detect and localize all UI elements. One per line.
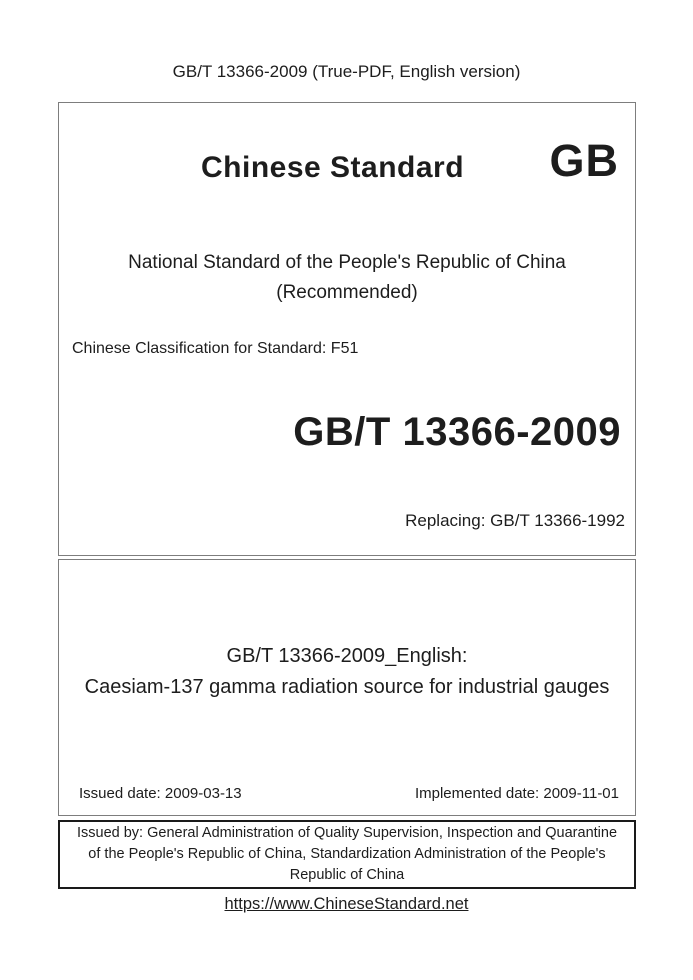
english-title-line1: GB/T 13366-2009_English: <box>226 645 468 667</box>
issuer-text: Issued by: General Administration of Qua… <box>76 825 618 883</box>
issued-date: Issued date: 2009-03-13 <box>79 785 242 802</box>
page-header-title: GB/T 13366-2009 (True-PDF, English versi… <box>172 62 521 81</box>
english-title-line2: Caesiam-137 gamma radiation source for i… <box>84 676 610 698</box>
national-standard-line2: (Recommended) <box>276 282 418 303</box>
brand-title: Chinese Standard <box>201 151 465 184</box>
implemented-date: Implemented date: 2009-11-01 <box>414 785 619 802</box>
english-title-block: GB/T 13366-2009_English: Caesiam-137 gam… <box>59 641 635 703</box>
cover-box: Chinese Standard GB National Standard of… <box>58 102 636 556</box>
dates-row: Issued date: 2009-03-13 Implemented date… <box>79 785 619 802</box>
footer: https://www.ChineseStandard.net <box>0 895 693 914</box>
standard-number: GB/T 13366-2009 <box>293 410 621 454</box>
national-standard-line1: National Standard of the People's Republ… <box>128 252 566 273</box>
gb-logo: GB <box>549 135 619 186</box>
issuer-box: Issued by: General Administration of Qua… <box>58 820 636 889</box>
replacing-text: Replacing: GB/T 13366-1992 <box>405 511 625 530</box>
footer-link[interactable]: https://www.ChineseStandard.net <box>224 895 469 913</box>
title-box: GB/T 13366-2009_English: Caesiam-137 gam… <box>58 559 636 816</box>
classification-text: Chinese Classification for Standard: F51 <box>72 340 359 357</box>
national-standard-block: National Standard of the People's Republ… <box>59 248 635 308</box>
